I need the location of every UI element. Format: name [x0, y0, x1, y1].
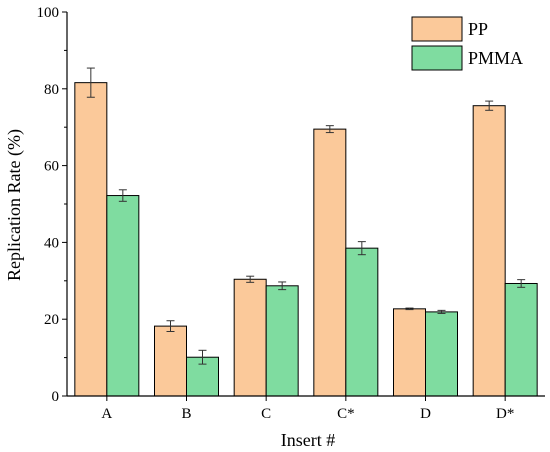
bar-pp-a [74, 82, 108, 397]
bar-pmma-dstar [504, 282, 538, 397]
y-tick-label: 100 [37, 5, 60, 21]
y-tick-label: 20 [44, 312, 59, 328]
y-axis-title: Replication Rate (%) [4, 129, 25, 281]
y-tick-label: 80 [44, 82, 59, 98]
bar-pp-d [393, 308, 426, 397]
bar-pmma-cstar [345, 247, 379, 397]
bar-pmma-d [425, 311, 458, 397]
legend-swatch-pmma [411, 45, 463, 71]
legend-swatch-pp [411, 16, 463, 42]
y-tick-label: 0 [52, 389, 60, 405]
bar-pmma-a [106, 195, 140, 397]
x-tick-label: B [181, 406, 191, 422]
x-tick-label: C* [337, 406, 355, 422]
plot-area: 0 20 40 60 80 100 A B C C* D D* PP PMMA [37, 5, 545, 422]
x-tick-label: A [101, 406, 112, 422]
bar-pp-b [154, 325, 187, 397]
bar-pmma-c [265, 285, 299, 397]
bar-pp-cstar [313, 128, 347, 397]
bar-pp-c [233, 278, 267, 397]
y-tick-label: 60 [44, 159, 59, 175]
x-tick-label: D* [496, 406, 514, 422]
legend-label-pp: PP [468, 19, 488, 39]
x-tick-label: D [420, 406, 431, 422]
x-tick-label: C [261, 406, 271, 422]
bar-pp-dstar [472, 105, 506, 397]
x-axis-title: Insert # [281, 430, 335, 450]
y-tick-label: 40 [44, 235, 59, 251]
legend-label-pmma: PMMA [468, 48, 523, 68]
